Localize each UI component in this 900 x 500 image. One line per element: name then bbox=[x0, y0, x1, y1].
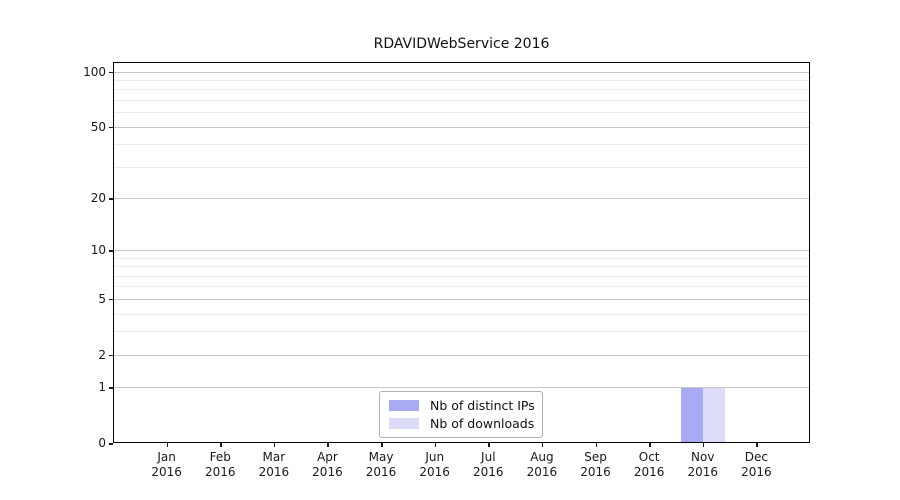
y-tick-mark bbox=[109, 198, 113, 200]
legend-item-distinct-ips: Nb of distinct IPs bbox=[389, 398, 542, 413]
x-tick-month: Apr bbox=[317, 450, 338, 464]
x-tick-month: Oct bbox=[638, 450, 660, 464]
y-tick-mark bbox=[109, 250, 113, 252]
x-tick-year: 2016 bbox=[580, 465, 611, 479]
x-tick-year: 2016 bbox=[687, 465, 719, 479]
x-tick-label: Nov 2016 bbox=[673, 450, 733, 480]
x-tick-mark bbox=[756, 443, 758, 447]
minor-gridline bbox=[113, 275, 810, 277]
x-tick-year: 2016 bbox=[741, 465, 772, 479]
legend-item-downloads: Nb of downloads bbox=[389, 416, 542, 431]
legend-swatch-downloads bbox=[389, 418, 419, 429]
x-tick-year: 2016 bbox=[312, 465, 343, 479]
y-tick-mark bbox=[109, 443, 113, 445]
y-tick-mark bbox=[109, 354, 113, 357]
y-tick-label: 100 bbox=[83, 64, 106, 79]
x-tick-mark bbox=[595, 443, 598, 447]
legend-swatch-distinct-ips bbox=[389, 400, 419, 411]
x-tick-label: Apr 2016 bbox=[297, 450, 357, 480]
x-tick-mark bbox=[702, 443, 705, 447]
y-tick-mark bbox=[109, 126, 113, 129]
x-tick-month: Sep bbox=[584, 450, 607, 464]
x-tick-month: Jul bbox=[481, 450, 496, 464]
y-tick-label: 1 bbox=[98, 380, 106, 395]
y-tick-mark bbox=[109, 71, 113, 74]
minor-gridline bbox=[113, 112, 810, 114]
major-gridline bbox=[113, 354, 810, 356]
x-tick-label: Jun 2016 bbox=[405, 450, 465, 480]
x-tick-year: 2016 bbox=[419, 465, 450, 479]
x-tick-mark bbox=[381, 443, 383, 447]
x-tick-mark bbox=[488, 443, 490, 447]
minor-gridline bbox=[113, 331, 810, 333]
x-tick-label: Mar 2016 bbox=[244, 450, 304, 480]
x-tick-month: Mar bbox=[262, 450, 286, 464]
x-tick-year: 2016 bbox=[204, 465, 236, 479]
major-gridline bbox=[113, 198, 810, 200]
major-gridline bbox=[113, 250, 810, 252]
x-tick-year: 2016 bbox=[258, 465, 290, 479]
x-tick-label: Jan 2016 bbox=[137, 450, 197, 480]
x-tick-mark bbox=[273, 443, 276, 447]
x-tick-month: Jun bbox=[425, 450, 445, 464]
major-gridline bbox=[113, 71, 810, 73]
y-tick-label: 50 bbox=[90, 119, 106, 134]
x-tick-label: Sep 2016 bbox=[566, 450, 626, 480]
x-tick-label: Oct 2016 bbox=[619, 450, 679, 480]
minor-gridline bbox=[113, 266, 810, 268]
major-gridline bbox=[113, 126, 810, 128]
y-tick-label: 0 bbox=[98, 436, 106, 450]
x-tick-month: Dec bbox=[744, 450, 768, 464]
x-tick-label: Feb 2016 bbox=[190, 450, 250, 480]
major-gridline bbox=[113, 387, 810, 389]
x-tick-year: 2016 bbox=[365, 465, 397, 479]
y-tick-mark bbox=[109, 298, 113, 301]
x-tick-month: Nov bbox=[691, 450, 715, 464]
x-tick-year: 2016 bbox=[151, 465, 182, 479]
x-tick-mark bbox=[220, 443, 222, 447]
x-tick-month: Aug bbox=[530, 450, 554, 464]
x-tick-year: 2016 bbox=[526, 465, 558, 479]
x-tick-label: May 2016 bbox=[351, 450, 411, 480]
y-tick-label: 20 bbox=[90, 191, 106, 206]
x-tick-month: May bbox=[368, 450, 394, 464]
minor-gridline bbox=[113, 100, 810, 102]
chart-title: RDAVIDWebService 2016 bbox=[373, 36, 550, 52]
x-tick-label: Jul 2016 bbox=[458, 450, 518, 480]
minor-gridline bbox=[113, 144, 810, 146]
x-tick-year: 2016 bbox=[473, 465, 504, 479]
y-tick-label: 10 bbox=[90, 243, 106, 258]
bar-distinct-ips bbox=[680, 387, 703, 443]
x-tick-mark bbox=[166, 443, 169, 447]
minor-gridline bbox=[113, 166, 810, 168]
x-tick-label: Dec 2016 bbox=[726, 450, 786, 480]
y-tick-label: 5 bbox=[98, 291, 106, 306]
legend-label-downloads: Nb of downloads bbox=[430, 416, 535, 431]
plot-area-border bbox=[113, 62, 810, 443]
legend-label-distinct-ips: Nb of distinct IPs bbox=[430, 398, 535, 413]
minor-gridline bbox=[113, 80, 810, 82]
x-tick-mark bbox=[434, 443, 437, 447]
x-tick-year: 2016 bbox=[633, 465, 665, 479]
minor-gridline bbox=[113, 89, 810, 91]
minor-gridline bbox=[113, 257, 810, 259]
x-tick-label: Aug 2016 bbox=[512, 450, 572, 480]
minor-gridline bbox=[113, 313, 810, 315]
x-tick-month: Jan bbox=[157, 450, 176, 464]
x-tick-mark bbox=[327, 443, 329, 447]
minor-gridline bbox=[113, 286, 810, 288]
y-tick-mark bbox=[109, 387, 113, 389]
x-tick-month: Feb bbox=[209, 450, 231, 464]
x-tick-mark bbox=[649, 443, 651, 447]
legend: Nb of distinct IPs Nb of downloads bbox=[379, 391, 543, 438]
major-gridline bbox=[113, 298, 810, 300]
bar-downloads bbox=[702, 387, 725, 443]
x-tick-mark bbox=[541, 443, 544, 447]
y-tick-label: 2 bbox=[98, 347, 106, 362]
